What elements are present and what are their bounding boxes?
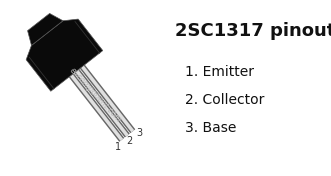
- Text: 1. Emitter: 1. Emitter: [185, 65, 254, 79]
- Text: 2SC1317 pinout: 2SC1317 pinout: [175, 22, 331, 40]
- Polygon shape: [26, 19, 103, 91]
- Polygon shape: [27, 13, 63, 45]
- Text: el-component.com: el-component.com: [67, 66, 123, 124]
- Text: 3: 3: [137, 128, 143, 138]
- Text: 1: 1: [115, 142, 121, 152]
- Text: 2. Collector: 2. Collector: [185, 93, 264, 107]
- Text: 3. Base: 3. Base: [185, 121, 236, 135]
- Text: 2: 2: [126, 136, 132, 146]
